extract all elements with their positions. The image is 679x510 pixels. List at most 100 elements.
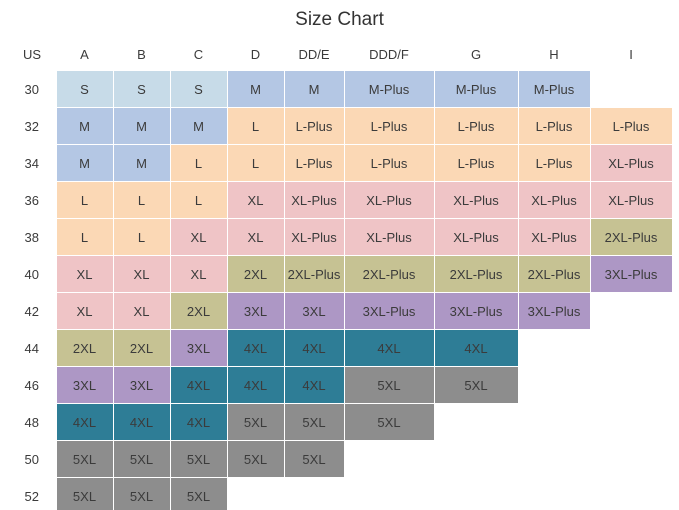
size-cell: S: [55, 70, 114, 108]
size-cell: M: [55, 107, 114, 145]
size-cell: XL: [169, 255, 228, 293]
size-cell: XL-Plus: [343, 181, 435, 219]
size-cell: 4XL: [226, 329, 285, 367]
column-header-i: I: [590, 38, 672, 71]
size-cell: M-Plus: [517, 70, 591, 108]
size-cell: 5XL: [112, 477, 171, 510]
size-chart-table: US A B C D DD/E DDD/F G H I 30 S S S M M M-Plus M-Plus M-…: [8, 38, 673, 510]
size-cell: XL: [55, 292, 114, 330]
size-cell: M: [169, 107, 228, 145]
size-cell: L-Plus: [343, 107, 435, 145]
size-cell: XL-Plus: [433, 181, 519, 219]
size-cell: XL-Plus: [433, 218, 519, 256]
size-row-46: 46 3XL 3XL 4XL 4XL 4XL 5XL 5XL: [8, 366, 672, 404]
column-header-dd-e: DD/E: [284, 38, 344, 71]
size-cell: 3XL-Plus: [343, 292, 435, 330]
size-row-50: 50 5XL 5XL 5XL 5XL 5XL: [8, 440, 672, 478]
size-cell: M: [112, 107, 171, 145]
size-cell: 4XL: [169, 403, 228, 441]
size-cell: 2XL: [112, 329, 171, 367]
size-cell: L-Plus: [589, 107, 673, 145]
size-cell: 5XL: [343, 366, 435, 404]
size-cell: L: [169, 144, 228, 182]
size-cell: 3XL-Plus: [589, 255, 673, 293]
size-cell: XL-Plus: [283, 181, 345, 219]
empty-cell: [590, 70, 672, 108]
size-cell: L: [112, 181, 171, 219]
size-cell: 4XL: [433, 329, 519, 367]
size-cell: 4XL: [169, 366, 228, 404]
column-header-us: US: [8, 38, 56, 71]
size-cell: 4XL: [283, 329, 345, 367]
size-row-34: 34 M M L L L-Plus L-Plus L-Plus L-Plus XL-Plus: [8, 144, 673, 182]
size-row-38: 38 L L XL XL XL-Plus XL-Plus XL-Plus XL-Plus 2XL-…: [8, 218, 673, 256]
size-cell: L: [112, 218, 171, 256]
size-cell: M: [283, 70, 345, 108]
size-cell: 4XL: [55, 403, 114, 441]
size-cell: 5XL: [55, 440, 114, 478]
size-cell: 5XL: [169, 440, 228, 478]
column-header-c: C: [170, 38, 227, 71]
empty-cell: [590, 403, 672, 441]
size-cell: XL: [226, 181, 285, 219]
size-cell: 5XL: [283, 403, 345, 441]
header-row: US A B C D DD/E DDD/F G H I: [8, 38, 672, 71]
size-row-30: 30 S S S M M M-Plus M-Plus M-Plus: [8, 70, 672, 108]
band-size-label: 30: [8, 70, 56, 108]
size-cell: XL: [55, 255, 114, 293]
band-size-label: 32: [8, 107, 56, 145]
size-cell: 4XL: [112, 403, 171, 441]
band-size-label: 44: [8, 329, 56, 367]
band-size-label: 34: [8, 144, 56, 182]
empty-cell: [344, 477, 434, 510]
size-cell: 4XL: [343, 329, 435, 367]
size-cell: 3XL: [283, 292, 345, 330]
size-cell: M: [112, 144, 171, 182]
size-row-40: 40 XL XL XL 2XL 2XL-Plus 2XL-Plus 2XL-Plus 2XL-P…: [8, 255, 673, 293]
size-cell: L-Plus: [343, 144, 435, 182]
size-cell: 3XL-Plus: [517, 292, 591, 330]
empty-cell: [518, 477, 590, 510]
size-cell: L: [169, 181, 228, 219]
size-cell: 5XL: [226, 440, 285, 478]
size-cell: L-Plus: [433, 107, 519, 145]
size-cell: XL: [226, 218, 285, 256]
size-cell: 2XL-Plus: [433, 255, 519, 293]
size-cell: L-Plus: [283, 144, 345, 182]
size-cell: 5XL: [283, 440, 345, 478]
size-cell: 5XL: [112, 440, 171, 478]
size-cell: 2XL-Plus: [283, 255, 345, 293]
size-cell: M-Plus: [343, 70, 435, 108]
empty-cell: [518, 440, 590, 478]
band-size-label: 48: [8, 403, 56, 441]
size-cell: 2XL: [169, 292, 228, 330]
column-header-h: H: [518, 38, 590, 71]
size-cell: XL: [169, 218, 228, 256]
size-cell: XL-Plus: [517, 218, 591, 256]
empty-cell: [590, 366, 672, 404]
size-cell: 2XL-Plus: [589, 218, 673, 256]
size-row-52: 52 5XL 5XL 5XL: [8, 477, 672, 510]
empty-cell: [590, 292, 672, 330]
empty-cell: [590, 329, 672, 367]
empty-cell: [284, 477, 344, 510]
page-title: Size Chart: [295, 9, 384, 30]
empty-cell: [227, 477, 284, 510]
size-cell: 4XL: [226, 366, 285, 404]
size-cell: L: [226, 144, 285, 182]
band-size-label: 46: [8, 366, 56, 404]
empty-cell: [434, 477, 518, 510]
size-row-48: 48 4XL 4XL 4XL 5XL 5XL 5XL: [8, 403, 672, 441]
empty-cell: [518, 403, 590, 441]
empty-cell: [434, 403, 518, 441]
empty-cell: [590, 477, 672, 510]
empty-cell: [434, 440, 518, 478]
size-cell: 2XL: [226, 255, 285, 293]
size-cell: XL-Plus: [589, 181, 673, 219]
column-header-b: B: [113, 38, 170, 71]
size-cell: 2XL-Plus: [343, 255, 435, 293]
size-cell: L: [226, 107, 285, 145]
size-cell: S: [169, 70, 228, 108]
size-cell: L: [55, 218, 114, 256]
size-cell: L-Plus: [283, 107, 345, 145]
